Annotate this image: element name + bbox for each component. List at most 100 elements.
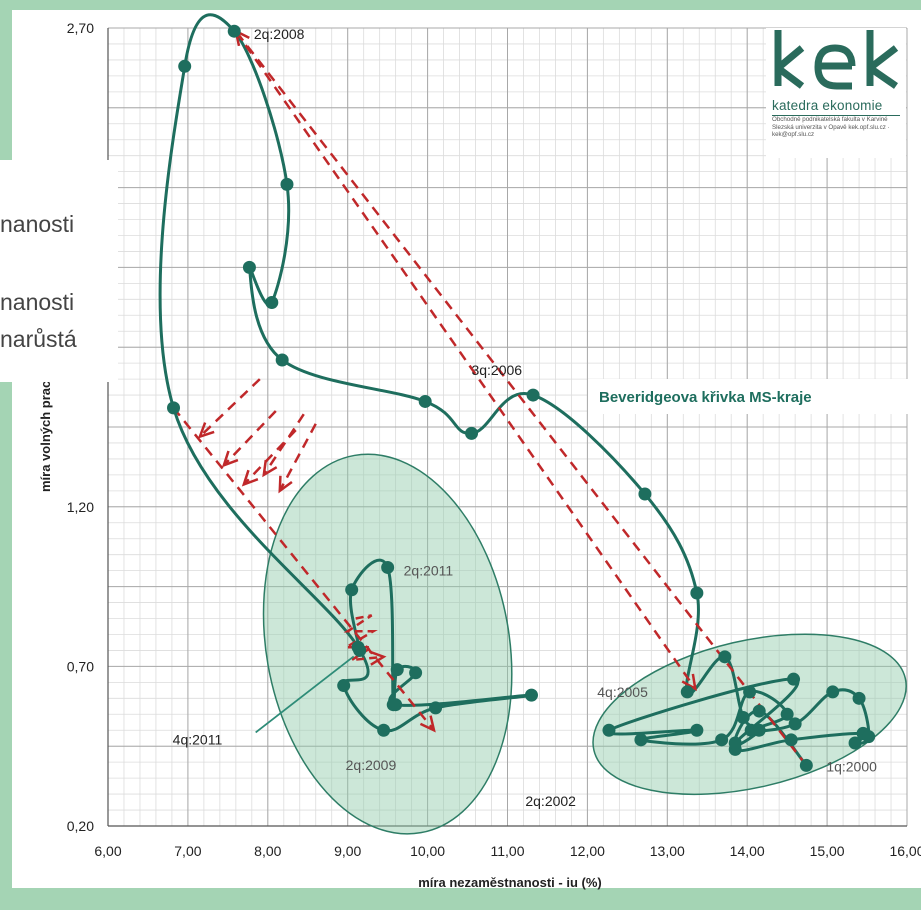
point-annotation: 4q:2005 <box>597 684 648 700</box>
x-tick-label: 7,00 <box>174 843 201 859</box>
data-point <box>634 733 648 747</box>
data-point <box>526 388 540 402</box>
data-point <box>680 685 694 699</box>
data-point <box>167 401 181 415</box>
data-point <box>390 663 404 677</box>
x-tick-label: 8,00 <box>254 843 281 859</box>
data-point <box>718 650 732 664</box>
trend-arrow <box>234 30 697 690</box>
chart-title: Beveridgeova křivka MS-kraje <box>599 389 812 406</box>
x-tick-label: 13,00 <box>650 843 685 859</box>
kek-logo: katedra ekonomie Obchodně podnikatelská … <box>766 28 906 158</box>
data-point <box>409 666 423 680</box>
x-tick-label: 12,00 <box>570 843 605 859</box>
data-point <box>848 736 862 750</box>
y-tick-label: 1,20 <box>67 499 94 515</box>
zigzag-arrow <box>341 614 384 662</box>
trend-arrow-head <box>419 715 436 733</box>
data-point <box>178 59 192 73</box>
zigzag-arrow-head <box>369 650 387 666</box>
data-point <box>377 723 391 737</box>
point-annotation: 1q:2000 <box>826 758 877 774</box>
data-point <box>381 560 395 574</box>
data-point <box>465 426 479 440</box>
data-point <box>752 704 766 718</box>
x-axis-label: míra nezaměstnanosti - iu (%) <box>418 875 601 890</box>
data-point <box>852 691 866 705</box>
slide-text-fragment-3: narůstá <box>0 326 77 352</box>
point-annotation: 3q:2006 <box>471 362 522 378</box>
x-tick-label: 14,00 <box>730 843 765 859</box>
data-point <box>227 24 241 38</box>
trend-arrow <box>172 407 435 732</box>
x-tick-label: 15,00 <box>810 843 845 859</box>
data-point <box>752 723 766 737</box>
data-point <box>386 698 400 712</box>
data-point <box>242 260 256 274</box>
legend-box <box>588 379 908 414</box>
period-ellipse <box>262 453 513 835</box>
slide-text-fragment-1: nanosti <box>0 211 75 237</box>
data-point <box>784 733 798 747</box>
data-point <box>602 723 616 737</box>
data-point <box>826 685 840 699</box>
data-point <box>690 586 704 600</box>
data-point <box>780 707 794 721</box>
points-layer <box>167 24 876 772</box>
data-point <box>862 730 876 744</box>
data-point <box>799 758 813 772</box>
point-annotation: 2q:2009 <box>346 757 397 773</box>
x-tick-label: 6,00 <box>94 843 121 859</box>
point-annotation: 2q:2011 <box>404 562 454 578</box>
ticks-layer: 6,00 7,00 8,00 9,00 10,00 11,00 12,00 13,00 14,0… <box>67 20 921 859</box>
trend-arrow <box>278 423 317 492</box>
x-tick-label: 9,00 <box>334 843 361 859</box>
data-point <box>275 353 289 367</box>
kek-logo-subtext: Obchodně podnikatelská fakulta v Karviné… <box>772 116 890 138</box>
y-axis-label: míra volných pracov <box>38 365 53 492</box>
annotations-layer: 2q:2008 3q:2006 2q:2011 4q:2005 4q:2011 2q:20… <box>173 26 877 809</box>
annotation-leader <box>255 655 355 734</box>
ellipses-layer <box>262 453 907 835</box>
trend-arrow <box>242 429 297 486</box>
trend-arrow <box>222 410 277 467</box>
data-point <box>337 679 351 693</box>
data-point <box>524 688 538 702</box>
y-tick-label: 0,20 <box>67 818 94 834</box>
kek-logo-rule <box>772 115 900 116</box>
data-point <box>787 672 801 686</box>
point-annotation: 2q:2008 <box>254 26 305 42</box>
trend-arrow <box>262 413 305 476</box>
slide-text-fragment-2: nanosti <box>0 289 75 315</box>
data-point <box>736 710 750 724</box>
trend-arrow-head <box>221 450 239 468</box>
arrows-layer <box>172 28 808 767</box>
slide-text-box <box>0 160 118 382</box>
x-tick-label: 11,00 <box>491 843 525 859</box>
data-point <box>429 701 443 715</box>
data-point <box>788 717 802 731</box>
kek-logo-mark <box>774 30 899 90</box>
trend-arrow-head <box>262 459 278 478</box>
data-point <box>418 394 432 408</box>
trend-arrow-head <box>681 673 697 692</box>
point-annotation: 4q:2011 <box>173 731 223 747</box>
trend-arrow <box>234 30 808 767</box>
trend-arrow-head <box>241 469 259 487</box>
data-point <box>353 643 367 657</box>
data-point <box>345 583 359 597</box>
x-tick-label: 16,00 <box>889 843 921 859</box>
x-tick-label: 10,00 <box>410 843 445 859</box>
kek-logo-name: katedra ekonomie <box>772 98 883 113</box>
data-point <box>690 723 704 737</box>
trend-arrow-head <box>197 422 215 439</box>
trend-arrow <box>199 378 261 438</box>
data-point <box>715 733 729 747</box>
y-tick-label: 2,70 <box>67 20 94 36</box>
point-annotation: 2q:2002 <box>525 793 576 809</box>
trend-arrow-head <box>278 475 293 494</box>
data-point <box>743 685 757 699</box>
y-tick-label: 0,70 <box>67 658 94 674</box>
data-point <box>265 296 279 310</box>
data-point <box>280 177 294 191</box>
